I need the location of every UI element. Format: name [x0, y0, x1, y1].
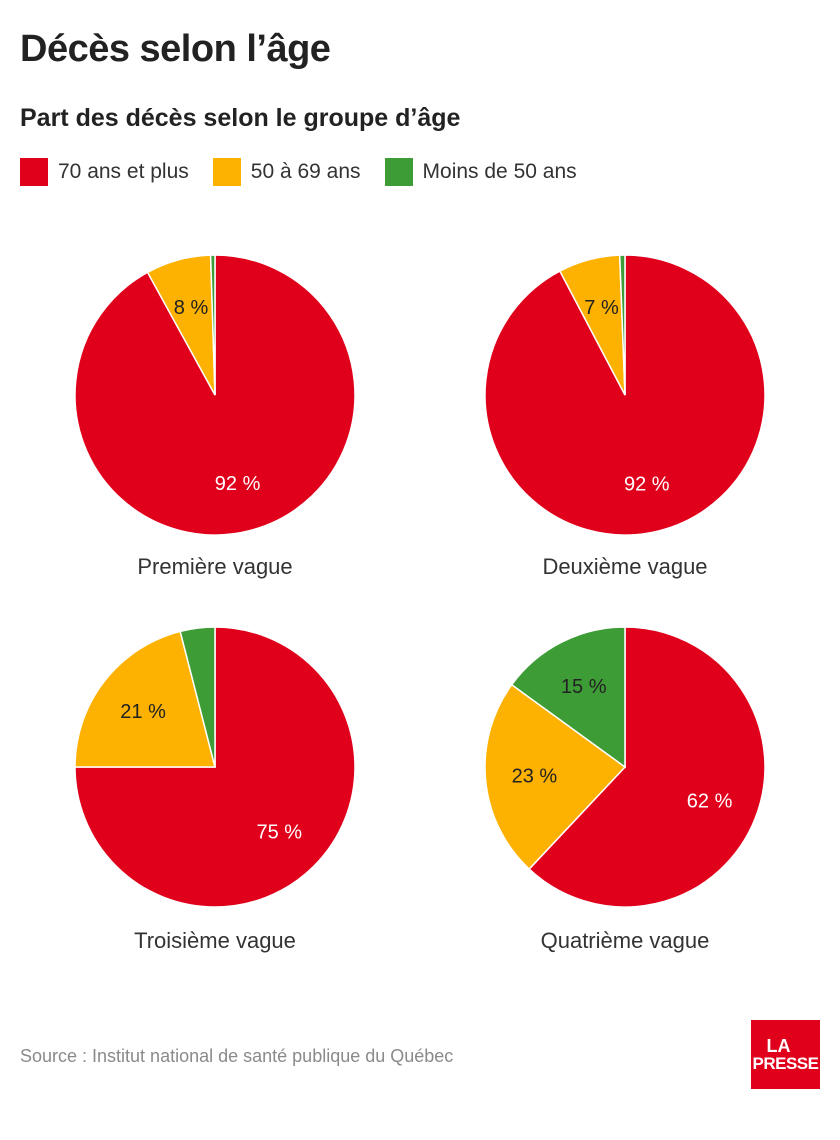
- pie-label-fourth-wave-70-plus: 62 %: [687, 791, 733, 813]
- legend-swatch-70-plus: [20, 158, 48, 186]
- pie-slice-second-wave-under-50: [618, 254, 626, 396]
- chart-subtitle: Part des décès selon le groupe d’âge: [20, 104, 461, 132]
- pie-slice-first-wave-under-50: [209, 254, 216, 396]
- legend-label-under-50: Moins de 50 ans: [422, 160, 577, 183]
- chart-title: Décès selon l’âge: [20, 28, 331, 70]
- legend-item-70-plus: 70 ans et plus: [20, 158, 189, 186]
- legend-swatch-under-50: [384, 158, 413, 186]
- legend-label-50-69: 50 à 69 ans: [250, 160, 361, 183]
- pie-slice-third-wave-70-plus: [74, 626, 356, 908]
- pie-slice-third-wave-50-69: [74, 630, 216, 768]
- caption-third-wave: Troisième vague: [134, 928, 296, 953]
- legend-label-70-plus: 70 ans et plus: [58, 160, 189, 183]
- legend-item-under-50: Moins de 50 ans: [384, 158, 577, 186]
- caption-second-wave: Deuxième vague: [542, 554, 708, 579]
- pie-label-first-wave-50-69: 8 %: [174, 297, 209, 319]
- logo-line-1: LA: [766, 1036, 791, 1056]
- pie-label-third-wave-70-plus: 75 %: [257, 821, 303, 843]
- pie-charts: 92 % 8 % 92 % 7 % 75 % 21 % 62 % 23 % 15 %: [74, 254, 766, 908]
- legend-swatch-50-69: [212, 158, 241, 186]
- caption-fourth-wave: Quatrième vague: [540, 928, 710, 953]
- logo-line-2: PRESSE: [752, 1054, 819, 1073]
- caption-first-wave: Première vague: [137, 554, 293, 579]
- source-note: Source : Institut national de santé publ…: [20, 1046, 454, 1066]
- pie-label-second-wave-70-plus: 92 %: [624, 473, 670, 495]
- pie-label-fourth-wave-under-50: 15 %: [561, 676, 607, 698]
- pie-slice-fourth-wave-under-50: [510, 626, 626, 769]
- pie-slice-fourth-wave-70-plus: [528, 626, 766, 908]
- legend-item-50-69: 50 à 69 ans: [212, 158, 361, 186]
- pie-slice-fourth-wave-50-69: [484, 683, 627, 871]
- la-presse-logo: LA PRESSE: [751, 1020, 820, 1089]
- pie-label-first-wave-70-plus: 92 %: [215, 473, 261, 495]
- pie-slice-third-wave-under-50: [179, 626, 216, 768]
- pie-label-second-wave-50-69: 7 %: [584, 297, 619, 319]
- legend: 70 ans et plus 50 à 69 ans Moins de 50 a…: [20, 158, 601, 186]
- pie-label-fourth-wave-50-69: 23 %: [512, 766, 558, 788]
- pie-label-third-wave-50-69: 21 %: [120, 701, 166, 723]
